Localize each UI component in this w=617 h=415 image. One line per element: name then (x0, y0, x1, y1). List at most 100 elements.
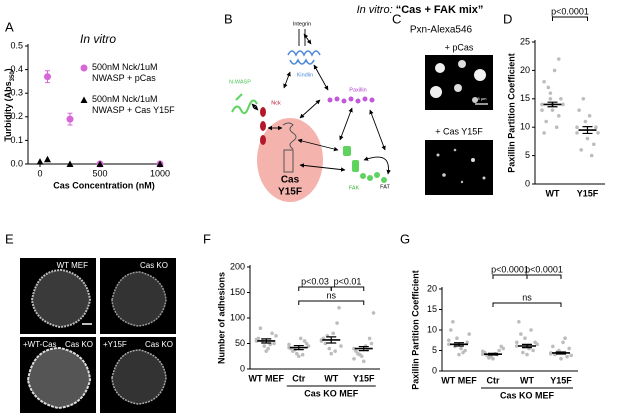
dot (361, 359, 366, 364)
y-tick-label: 5 (525, 150, 530, 160)
micrograph (425, 55, 493, 110)
header: In vitro: “Cas + FAK mix” (357, 4, 484, 16)
point (66, 160, 74, 167)
dot (559, 356, 563, 361)
dot (298, 336, 303, 341)
dot (523, 336, 527, 341)
dot (557, 114, 561, 118)
dot (467, 332, 472, 336)
dot (554, 125, 559, 129)
x-tick-label: 500 (92, 168, 107, 178)
dot (567, 346, 571, 351)
significance-bracket (492, 274, 528, 279)
micrograph-label: Cas KO (65, 340, 93, 349)
significance-label: p<0.0001 (491, 264, 529, 274)
group-label: Cas KO MEF (304, 388, 359, 398)
dot (592, 142, 596, 147)
dot (352, 357, 356, 361)
header-bold: “Cas + FAK mix” (396, 4, 484, 16)
significance-bracket (330, 286, 365, 291)
dot (581, 97, 586, 101)
panel-letter: G (400, 231, 410, 246)
nwasp-shape (231, 93, 258, 115)
significance-bracket (298, 300, 365, 305)
y-axis-label: Number of adhesions (216, 272, 226, 364)
dot (451, 320, 455, 324)
dot (569, 353, 573, 358)
significance-bracket (492, 302, 562, 307)
dot (515, 340, 519, 345)
y-axis-label-sub: 350 (10, 71, 16, 82)
dot (367, 336, 372, 341)
dot (546, 85, 551, 90)
dot (352, 346, 356, 351)
micrograph-label: WT MEF (57, 261, 89, 270)
point (96, 160, 104, 167)
x-axis-label: Cas Concentration (nM) (53, 180, 155, 190)
cas-shape (282, 122, 297, 173)
diagram-label: FAK (349, 185, 360, 191)
micrograph-grid (20, 258, 176, 413)
dot (552, 68, 557, 73)
diagram-label: Y15F (278, 187, 302, 198)
dot (459, 346, 463, 351)
dot (594, 125, 598, 129)
header-italic: In vitro: (357, 4, 393, 16)
x-tick-label: 0 (37, 168, 42, 178)
x-tick-label: WT MEF (249, 373, 285, 383)
dot (557, 57, 561, 61)
dot (337, 306, 341, 310)
panel-letter: C (392, 11, 401, 26)
panel-letter: A (5, 19, 14, 34)
micrograph-label: Cas KO (145, 340, 173, 349)
kindlin-shape (287, 50, 321, 65)
dot (274, 334, 278, 338)
y-tick-label: 10 (427, 324, 437, 334)
x-tick-label: Ctr (292, 373, 305, 383)
dot (449, 328, 453, 332)
dot (268, 342, 272, 347)
dot (577, 108, 581, 112)
nck-shape (260, 107, 266, 145)
dot (457, 352, 461, 357)
x-tick-label: Y15F (577, 188, 599, 198)
y-tick-label: 0 (525, 178, 530, 188)
x-tick-label: 1000 (150, 168, 170, 178)
dot (455, 336, 459, 341)
dot (497, 348, 501, 353)
micrograph-label: + pCas (445, 42, 474, 52)
dot (447, 338, 451, 343)
dot (287, 342, 291, 347)
dot (540, 108, 544, 112)
significance-label: p<0.03 (301, 276, 329, 286)
point (156, 160, 164, 167)
dot (559, 97, 563, 101)
paxillin-shape (327, 96, 375, 104)
y-tick-label: 0.5 (10, 40, 23, 50)
diagram-label: Nck (271, 100, 281, 106)
micrograph-title: Pxn-Alexa546 (410, 25, 473, 36)
micrograph-label: Cas KO (140, 261, 168, 270)
x-tick-label: Y15F (550, 375, 572, 385)
panel-letter: B (224, 11, 233, 26)
significance-label: p<0.0001 (525, 264, 563, 274)
dot (481, 349, 485, 354)
y-tick-label: 0.4 (10, 64, 23, 74)
dot (575, 125, 579, 129)
micrograph-label: +Y15F (103, 340, 127, 349)
y-tick-label: 25 (520, 36, 530, 46)
group-label: Cas KO MEF (500, 390, 555, 400)
y-tick-label: 20 (427, 283, 437, 293)
dot (333, 349, 337, 353)
diagram-label: Kindlin (297, 72, 314, 78)
panel-letter: E (5, 231, 14, 246)
x-tick-label: WT (324, 373, 338, 383)
dot (585, 136, 590, 141)
micrograph-label: + Cas Y15F (435, 126, 483, 136)
micrograph (425, 140, 493, 195)
x-tick-label: Y15F (353, 373, 375, 383)
diagram-label: Paxillin (349, 87, 366, 93)
dot (358, 352, 362, 357)
dot (262, 344, 267, 348)
dot (596, 131, 600, 135)
